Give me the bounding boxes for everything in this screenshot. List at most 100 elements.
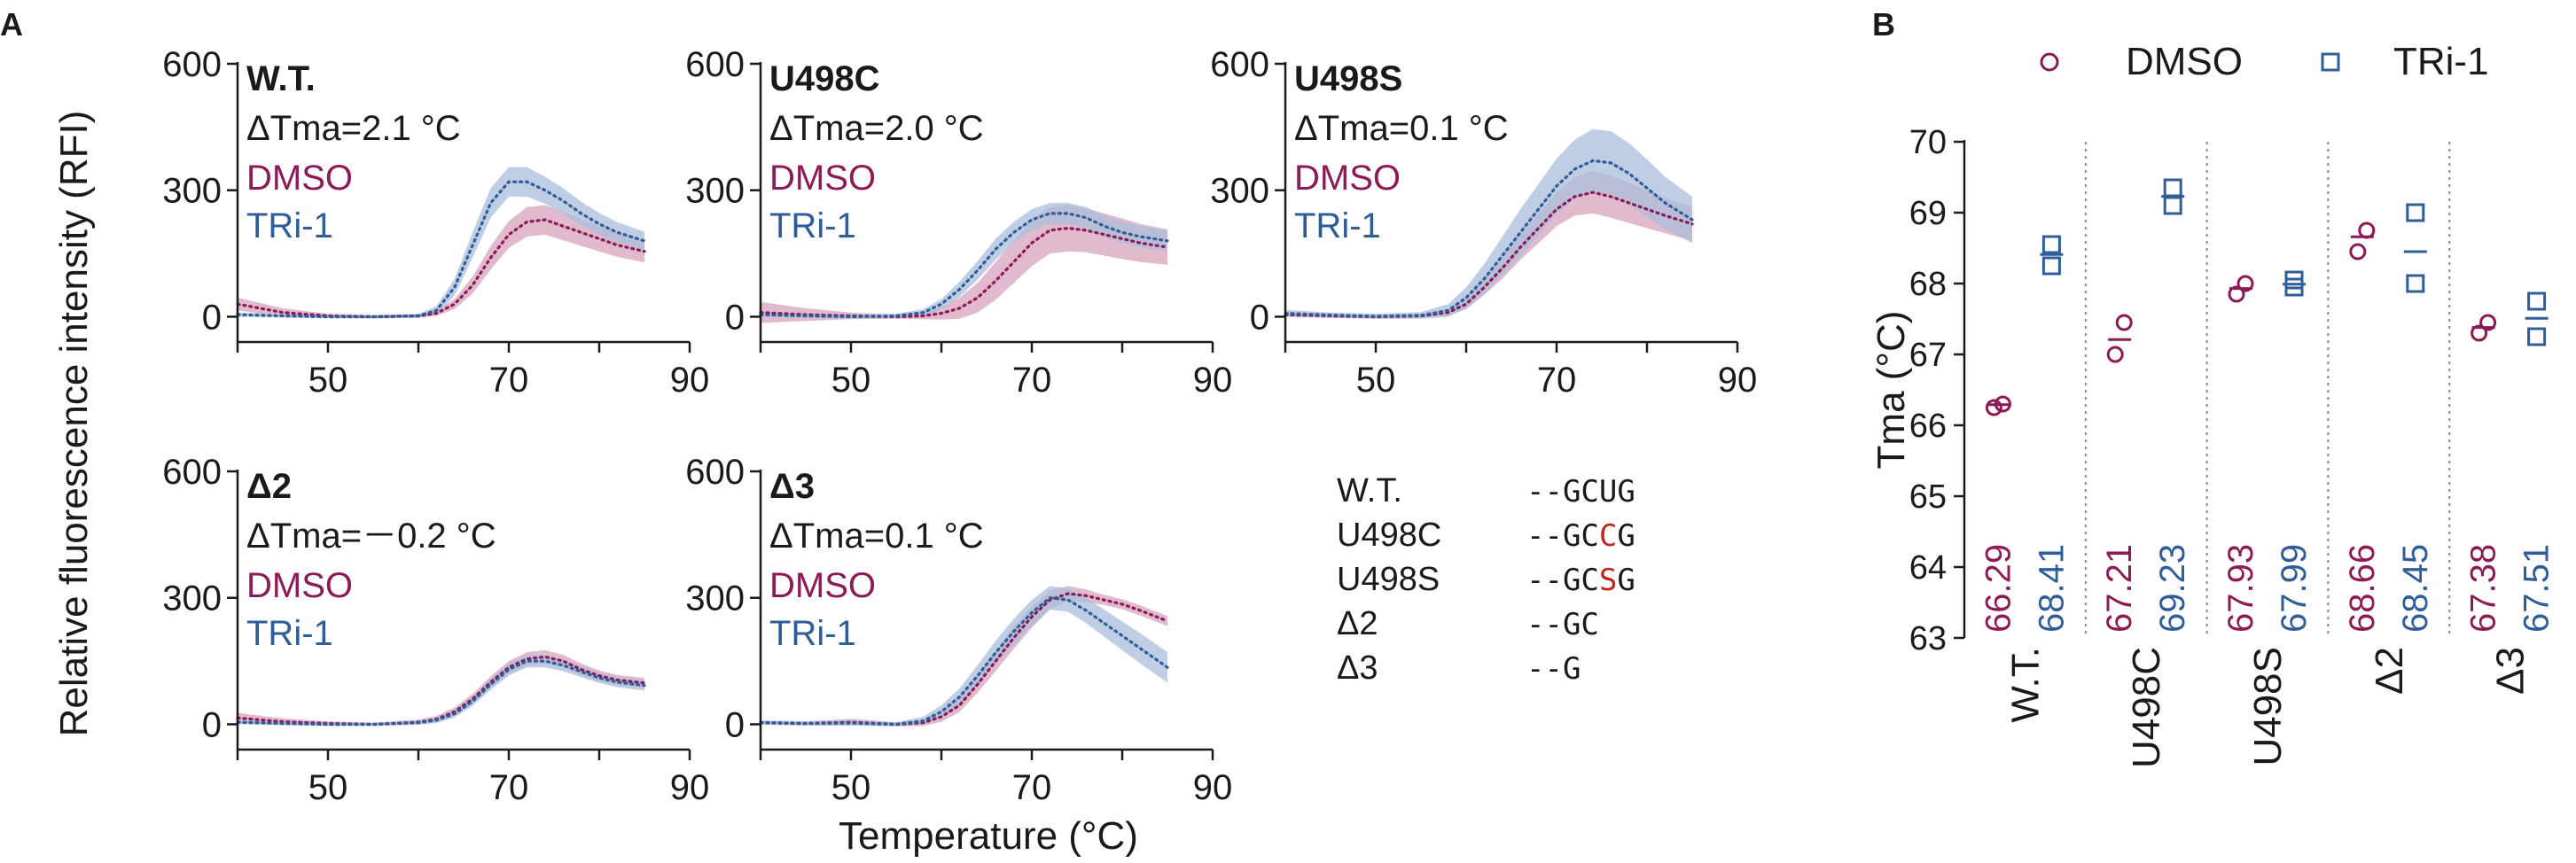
sequence-text: --GCUG — [1526, 474, 1635, 509]
y-tick-label: 68 — [1909, 266, 1947, 303]
x-tick-label: 70 — [1012, 361, 1052, 400]
panel-a-label: A — [0, 6, 23, 43]
legend-label-dmso: DMSO — [2126, 40, 2243, 83]
legend-dmso: DMSO — [769, 159, 876, 198]
legend-tri1: TRi-1 — [246, 614, 333, 653]
y-tick-label: 0 — [725, 298, 745, 337]
legend-tri1: TRi-1 — [769, 206, 856, 245]
y-tick-label: 300 — [162, 579, 222, 618]
category-label: U498S — [2246, 647, 2290, 766]
x-tick-label: 90 — [1193, 361, 1233, 400]
chart-title: Δ3 — [769, 467, 815, 506]
series-line-dmso — [1284, 190, 1694, 319]
mean-value-label: 67.51 — [2517, 544, 2556, 633]
y-tick-label: 600 — [162, 453, 222, 492]
x-tick-label: 50 — [1356, 361, 1396, 400]
sequence-name: Δ2 — [1337, 605, 1378, 642]
sequence-name: W.T. — [1337, 472, 1402, 509]
point-dmso — [2479, 314, 2497, 331]
y-tick-label: 64 — [1909, 549, 1947, 587]
category-label: Δ3 — [2489, 647, 2533, 695]
y-tick-label: 300 — [685, 172, 745, 211]
y-tick-label: 0 — [202, 298, 222, 337]
x-tick-label: 90 — [1718, 361, 1758, 400]
y-tick-label: 600 — [1210, 45, 1269, 84]
point-tri1 — [2163, 178, 2182, 198]
chart-title: W.T. — [246, 59, 316, 98]
category-label: W.T. — [2003, 647, 2047, 723]
legend-tri1: TRi-1 — [769, 614, 856, 653]
tma-scatter-chart: DMSO TRi-1 63 64 65 66 67 68 69 70 Tma (°C) 66.29 68… — [1870, 40, 2556, 768]
point-dmso — [1985, 399, 2002, 416]
legend-tri1: TRi-1 — [1294, 206, 1381, 245]
mean-value-label: 68.45 — [2396, 544, 2435, 633]
point-dmso — [2349, 243, 2367, 260]
delta-tma-annotation: ΔTma=－0.2 °C — [246, 517, 496, 556]
category-label: Δ2 — [2368, 647, 2411, 695]
band-dmso — [238, 205, 644, 319]
sequence-text: --GCCG — [1526, 518, 1635, 554]
y-tick-label: 600 — [162, 45, 222, 84]
band-dmso — [238, 649, 644, 727]
y-tick-label: 600 — [685, 453, 745, 492]
point-tri1 — [2406, 274, 2425, 293]
melt-chart-d2: 0 300 600 50 70 90 Δ2 ΔTma=－0.2 °C DMSO TRi-1 — [162, 453, 709, 807]
legend-dmso: DMSO — [1294, 159, 1401, 198]
legend-dmso: DMSO — [246, 566, 353, 605]
sequence-prefix: --G — [1526, 651, 1581, 687]
melt-chart-wt: 0 300 600 50 70 90 W.T. ΔTma=2.1 °C DMSO TRi-1 — [162, 45, 709, 400]
series-line-tri-1 — [759, 212, 1169, 319]
delta-tma-annotation: ΔTma=2.0 °C — [769, 109, 984, 148]
y-tick-label: 300 — [1210, 172, 1269, 211]
legend-tri1: TRi-1 — [246, 206, 333, 245]
sequence-suffix: G — [1617, 518, 1635, 554]
x-tick-label: 90 — [670, 361, 710, 400]
point-dmso — [2358, 222, 2376, 239]
x-tick-label: 70 — [489, 768, 529, 807]
x-tick-label: 50 — [308, 768, 348, 807]
point-tri1 — [2041, 256, 2061, 276]
mean-value-label: 67.21 — [2100, 544, 2139, 633]
x-tick-label: 50 — [308, 361, 348, 400]
mean-value-label: 67.38 — [2464, 544, 2503, 633]
mean-value-label: 67.99 — [2275, 544, 2314, 633]
x-tick-label: 90 — [670, 768, 710, 807]
y-tick-label: 0 — [1250, 298, 1269, 337]
melt-chart-u498c: 0 300 600 50 70 90 U498C ΔTma=2.0 °C DMSO TRi-1 — [685, 45, 1232, 400]
sequence-text: --GC — [1526, 607, 1599, 642]
sequence-text: --GCSG — [1526, 563, 1635, 598]
sequence-name: U498S — [1337, 561, 1440, 598]
legend-label-tri1: TRi-1 — [2393, 40, 2489, 83]
x-tick-label: 70 — [1537, 361, 1577, 400]
plots-layer: 0 300 600 50 70 90 W.T. ΔTma=2.1 °C DMSO TRi-1 0 30… — [162, 40, 2556, 807]
x-tick-label: 90 — [1193, 768, 1233, 807]
mean-value-label: 67.93 — [2221, 544, 2260, 633]
sequence-text: --G — [1526, 651, 1581, 687]
delta-tma-annotation: ΔTma=0.1 °C — [1294, 109, 1509, 148]
delta-tma-annotation: ΔTma=2.1 °C — [246, 109, 461, 148]
series-line-tri-1 — [236, 659, 646, 727]
mean-value-label: 68.41 — [2032, 544, 2071, 633]
y-tick-label: 0 — [725, 705, 745, 744]
panel-b-label: B — [1872, 6, 1895, 43]
y-tick-label: 63 — [1909, 620, 1947, 657]
legend-dmso: DMSO — [246, 159, 353, 198]
series-line-dmso — [236, 218, 646, 319]
y-tick-label: 65 — [1909, 478, 1947, 516]
x-axis-title: Temperature (°C) — [839, 814, 1138, 858]
series-line-dmso — [759, 592, 1169, 727]
series-line-tri-1 — [1284, 159, 1694, 318]
mean-value-label: 68.66 — [2343, 544, 2382, 633]
y-tick-label: 67 — [1909, 337, 1947, 374]
y-axis-title: Tma (°C) — [1870, 311, 1913, 470]
category-label: U498C — [2125, 647, 2168, 768]
sequence-name: U498C — [1337, 517, 1441, 554]
y-tick-label: 300 — [685, 579, 745, 618]
delta-tma-annotation: ΔTma=0.1 °C — [769, 517, 984, 556]
series-line-tri-1 — [236, 180, 646, 319]
chart-title: U498S — [1294, 59, 1402, 98]
band-tri-1 — [1285, 128, 1692, 319]
point-tri1 — [2041, 235, 2061, 254]
y-tick-label: 300 — [162, 172, 222, 211]
point-dmso — [2106, 346, 2124, 363]
